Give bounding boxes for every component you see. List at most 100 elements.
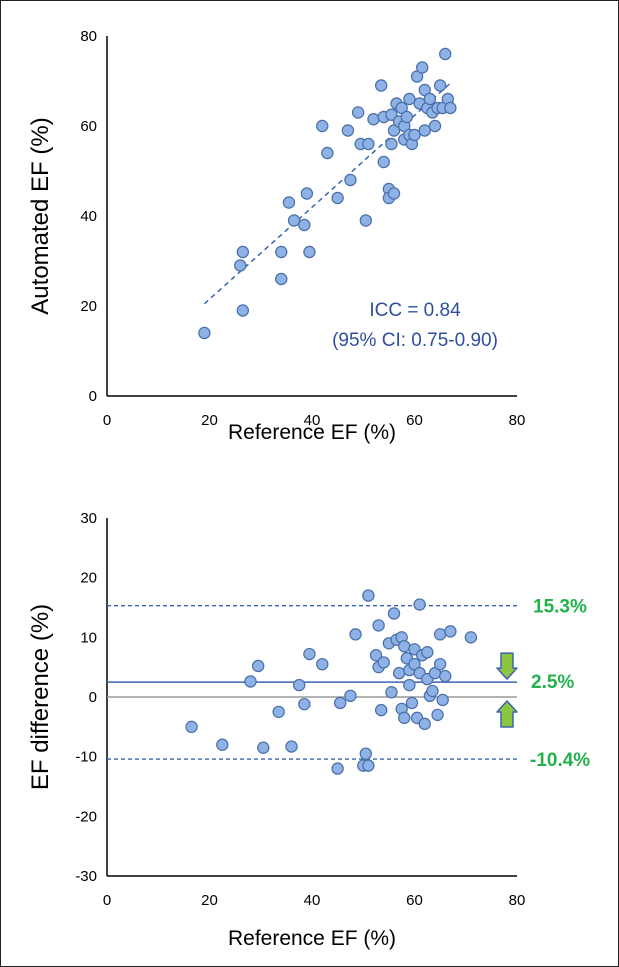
data-point: [275, 245, 288, 259]
data-point: [341, 124, 355, 137]
bottom-y-tick-label: 0: [89, 689, 97, 706]
data-point: [344, 173, 357, 187]
lower-limit-label: -10.4%: [530, 750, 590, 771]
top-x-tick-label: 0: [103, 412, 111, 429]
data-point: [403, 678, 416, 692]
data-point: [374, 79, 388, 92]
top-scatter-plot: 0 20 40 60 80 0 20 40 60 80 ICC = 0.84 (95% CI: …: [27, 28, 525, 444]
data-point: [436, 693, 449, 707]
icc-annotation: ICC = 0.84: [369, 300, 461, 321]
arrow-down-icon: [496, 652, 518, 680]
data-point: [433, 79, 447, 92]
data-point: [359, 747, 373, 760]
data-point: [285, 740, 298, 753]
arrow-up-icon: [496, 700, 518, 728]
data-point: [298, 697, 311, 711]
bottom-x-tick-label: 80: [509, 892, 526, 909]
data-point: [272, 705, 285, 719]
data-point: [349, 628, 362, 641]
data-point: [298, 218, 311, 232]
data-point: [344, 689, 357, 703]
data-point: [439, 47, 452, 61]
bottom-y-tick-label: -20: [75, 808, 97, 825]
data-point: [331, 191, 344, 205]
data-point: [444, 625, 457, 638]
data-point: [303, 647, 316, 661]
bottom-y-tick-label: 10: [80, 629, 97, 646]
data-point: [372, 619, 385, 632]
top-x-tick-label: 40: [304, 412, 321, 429]
top-y-tick-label: 80: [80, 28, 97, 45]
data-point: [367, 113, 380, 126]
top-x-tick-label: 60: [406, 412, 423, 429]
data-point: [374, 703, 388, 717]
data-point: [398, 711, 411, 725]
arrow-shape: [496, 700, 518, 728]
top-y-tick-label: 60: [80, 118, 97, 135]
data-point: [333, 696, 347, 710]
data-point: [292, 678, 306, 692]
data-point: [377, 155, 390, 169]
data-point: [415, 61, 429, 74]
top-x-tick-label: 20: [201, 412, 218, 429]
data-point: [369, 649, 383, 662]
data-point: [408, 128, 421, 142]
data-point: [400, 110, 414, 124]
top-x-tick-label: 80: [509, 412, 526, 429]
mean-difference-label: 2.5%: [531, 672, 574, 693]
data-point: [433, 628, 447, 641]
data-point: [300, 187, 314, 200]
data-point: [418, 124, 431, 137]
bottom-x-axis-title: Reference EF (%): [228, 927, 396, 950]
data-point: [431, 708, 444, 722]
data-point: [234, 259, 247, 272]
bottom-x-tick-label: 20: [201, 892, 218, 909]
bottom-x-tick-label: 60: [406, 892, 423, 909]
bottom-x-tick-label: 40: [304, 892, 321, 909]
data-point: [251, 659, 265, 673]
data-point: [392, 666, 406, 680]
arrow-shape: [496, 652, 518, 680]
data-point: [387, 607, 401, 620]
data-point: [387, 187, 401, 200]
data-point: [418, 717, 431, 731]
bottom-y-tick-label: 30: [80, 510, 97, 527]
data-point: [185, 720, 198, 734]
top-x-axis-title: Reference EF (%): [228, 421, 396, 444]
bottom-y-tick-label: 20: [80, 570, 97, 587]
bottom-y-axis-title: EF difference (%): [27, 604, 54, 790]
ci-annotation: (95% CI: 0.75-0.90): [332, 330, 498, 351]
data-point: [331, 762, 344, 775]
data-point: [216, 738, 229, 751]
data-point: [257, 741, 270, 754]
bottom-y-tick-label: -10: [75, 749, 97, 766]
data-point: [316, 657, 329, 671]
data-point: [423, 92, 437, 106]
data-point: [244, 675, 257, 688]
data-point: [405, 696, 419, 710]
data-point: [421, 646, 434, 659]
data-point: [428, 119, 442, 133]
data-point: [403, 92, 416, 106]
bottom-x-tick-label: 0: [103, 892, 111, 909]
data-point: [464, 631, 478, 644]
data-point: [275, 272, 288, 286]
data-point: [359, 214, 373, 227]
data-point: [377, 656, 390, 669]
data-point: [362, 589, 375, 602]
bland-altman-plot: -30 -20 -10 0 10 20 30 0 20 40 60 80 15.3% 2.5% -1…: [27, 510, 590, 950]
data-point: [439, 669, 452, 683]
data-point: [385, 686, 398, 699]
data-point: [398, 640, 411, 653]
data-point: [413, 598, 426, 611]
data-point: [198, 326, 211, 340]
data-point: [287, 214, 301, 227]
data-point: [236, 245, 250, 259]
data-point: [282, 196, 296, 209]
top-y-tick-label: 20: [80, 298, 97, 315]
data-point: [426, 684, 439, 698]
data-point: [385, 137, 398, 151]
data-point: [362, 759, 375, 772]
